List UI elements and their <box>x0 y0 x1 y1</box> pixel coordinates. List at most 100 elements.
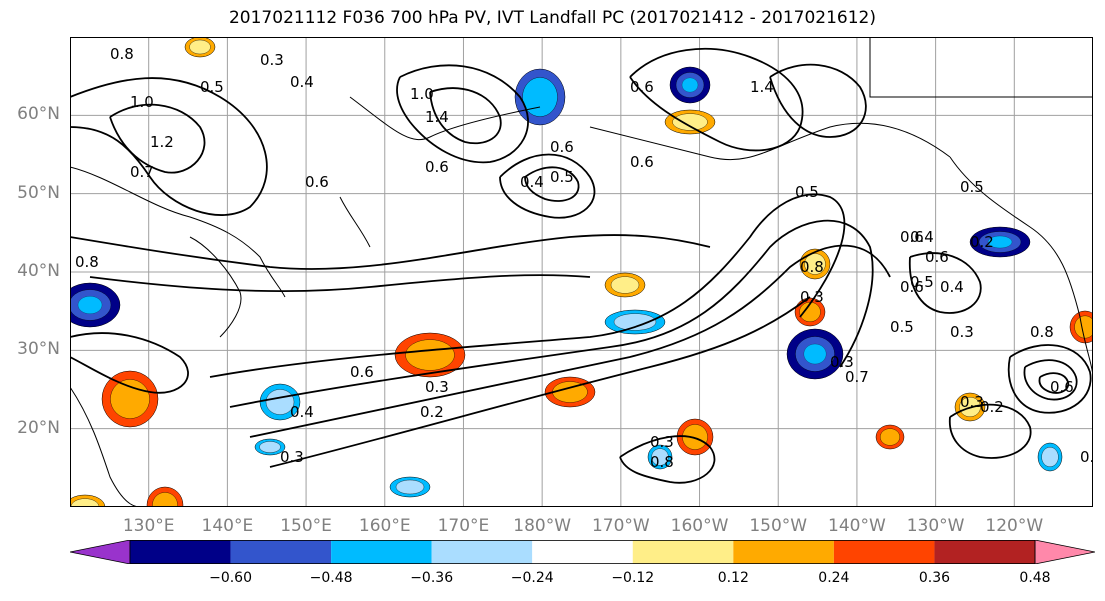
contour-label: 0.2 <box>420 403 444 421</box>
contour-label: 0.6 <box>630 153 654 171</box>
lon-label: 170°E <box>437 516 490 536</box>
contour-label: 0.8 <box>110 45 134 63</box>
pv-anomaly-blob <box>880 428 900 446</box>
coastline <box>70 166 286 298</box>
pv-anomaly-blob <box>804 253 826 275</box>
contour-label: 1.0 <box>410 85 434 103</box>
pv-anomaly-blob <box>110 379 150 419</box>
colorbar-tick-label: −0.36 <box>410 570 454 586</box>
colorbar-tick-label: 0.12 <box>717 570 749 586</box>
pv-shading <box>70 37 1093 507</box>
contour-label: 0.2 <box>970 233 994 251</box>
coastline <box>949 156 1093 378</box>
coastline <box>70 386 141 507</box>
pv-anomaly-blob <box>681 77 699 93</box>
lon-label: 160°W <box>670 516 729 536</box>
coastline <box>869 37 1093 98</box>
contour-label: 0.6 <box>900 228 924 246</box>
pv-anomaly-blob <box>522 77 558 117</box>
colorbar-segment <box>833 540 935 564</box>
contour-label: 0.3 <box>830 353 854 371</box>
pv-anomaly-blob <box>651 448 669 466</box>
colorbar-tick-label: −0.12 <box>611 570 655 586</box>
colorbar-tick-label: −0.60 <box>209 570 252 586</box>
colorbar <box>70 540 1095 564</box>
ivt-contour-line <box>229 219 874 408</box>
contour-label: 0.5 <box>795 183 819 201</box>
ivt-contour-line <box>429 87 502 145</box>
lon-label: 150°W <box>749 516 808 536</box>
contour-label: 0.8 <box>800 258 824 276</box>
lon-label: 150°E <box>280 516 332 536</box>
ivt-contour-line <box>70 332 189 394</box>
ivt-contour-line <box>499 153 596 219</box>
map-frame <box>70 37 1093 507</box>
lat-label: 30°N <box>17 339 60 360</box>
ivt-contour-line <box>1007 344 1092 414</box>
pv-anomaly-blob <box>987 235 1013 249</box>
ivt-contour-line <box>269 296 811 468</box>
graticule <box>70 37 1093 507</box>
colorbar-segment <box>431 540 533 564</box>
contour-label: 0.5 <box>200 78 224 96</box>
ivt-contour-line <box>908 252 982 314</box>
pv-anomaly-blob <box>1074 315 1093 339</box>
ivt-contour-line <box>70 234 711 270</box>
ivt-contour-line <box>619 435 716 484</box>
pv-anomaly-blob <box>405 339 455 371</box>
contour-label: 0.4 <box>290 403 314 421</box>
colorbar-segment <box>130 540 231 564</box>
ivt-contour-line <box>524 166 580 202</box>
contour-label: 1.4 <box>750 78 774 96</box>
contour-label: 0.4 <box>940 278 964 296</box>
lon-label: 140°W <box>828 516 886 536</box>
colorbar-segment <box>532 540 633 564</box>
ivt-contour-line <box>249 244 891 438</box>
pv-anomaly-blob <box>395 479 425 495</box>
ivt-contour-line <box>109 103 206 174</box>
contour-label: 1.4 <box>425 108 449 126</box>
pv-anomaly-blob <box>613 313 657 331</box>
colorbar-tick-label: 0.48 <box>1019 570 1051 586</box>
contour-label: 0.5 <box>890 318 914 336</box>
contour-label: 0.6 <box>1050 378 1074 396</box>
ivt-contour-line <box>629 47 804 152</box>
colorbar-segment <box>632 540 734 564</box>
contour-label: 0.8 <box>650 453 674 471</box>
contour-label: 0.7 <box>845 368 869 386</box>
colorbar-min-extend <box>70 540 131 564</box>
ivt-contour-line <box>396 64 529 164</box>
pv-anomaly-blob <box>77 296 103 314</box>
lon-label: 180°W <box>513 516 572 536</box>
pv-anomaly-blob <box>1041 447 1059 467</box>
pv-anomaly-blob <box>259 441 281 453</box>
contour-label: 0.6 <box>350 363 374 381</box>
lat-label: 40°N <box>17 261 60 281</box>
ivt-contour-line <box>1023 359 1078 401</box>
contour-label: 1.0 <box>130 93 154 111</box>
coastline <box>349 96 541 141</box>
contour-label: 0.3 <box>650 433 674 451</box>
contour-label: 0.3 <box>260 51 284 69</box>
figure-title: 2017021112 F036 700 hPa PV, IVT Landfall… <box>228 8 876 28</box>
contour-label: 0.7 <box>130 163 154 181</box>
ivt-contour-line <box>209 193 846 378</box>
contour-label: 0.4 <box>290 73 314 91</box>
colorbar-segment <box>733 540 834 564</box>
contour-label: 0.5 <box>550 168 574 186</box>
coastlines <box>70 37 1093 507</box>
lon-label: 160°E <box>358 516 411 536</box>
map-canvas: 0.8 0.30.41.00.51.20.70.81.01.40.60.61.40… <box>70 37 1093 507</box>
colorbar-tick-label: 0.24 <box>818 570 850 586</box>
contour-label: 0.4 <box>520 173 544 191</box>
contour-labels: 0.8 0.30.41.00.51.20.70.81.01.40.60.61.40… <box>75 45 1093 471</box>
pv-anomaly-blob <box>610 276 640 294</box>
ivt-contours <box>70 47 1092 484</box>
lat-label: 20°N <box>17 417 60 438</box>
ivt-contour-line <box>769 63 867 138</box>
contour-label: 0.3 <box>280 448 304 466</box>
pv-anomaly-blob <box>799 302 821 322</box>
lon-label: 170°W <box>591 516 650 536</box>
contour-label: 0.6 <box>630 78 654 96</box>
coastline <box>589 122 951 161</box>
